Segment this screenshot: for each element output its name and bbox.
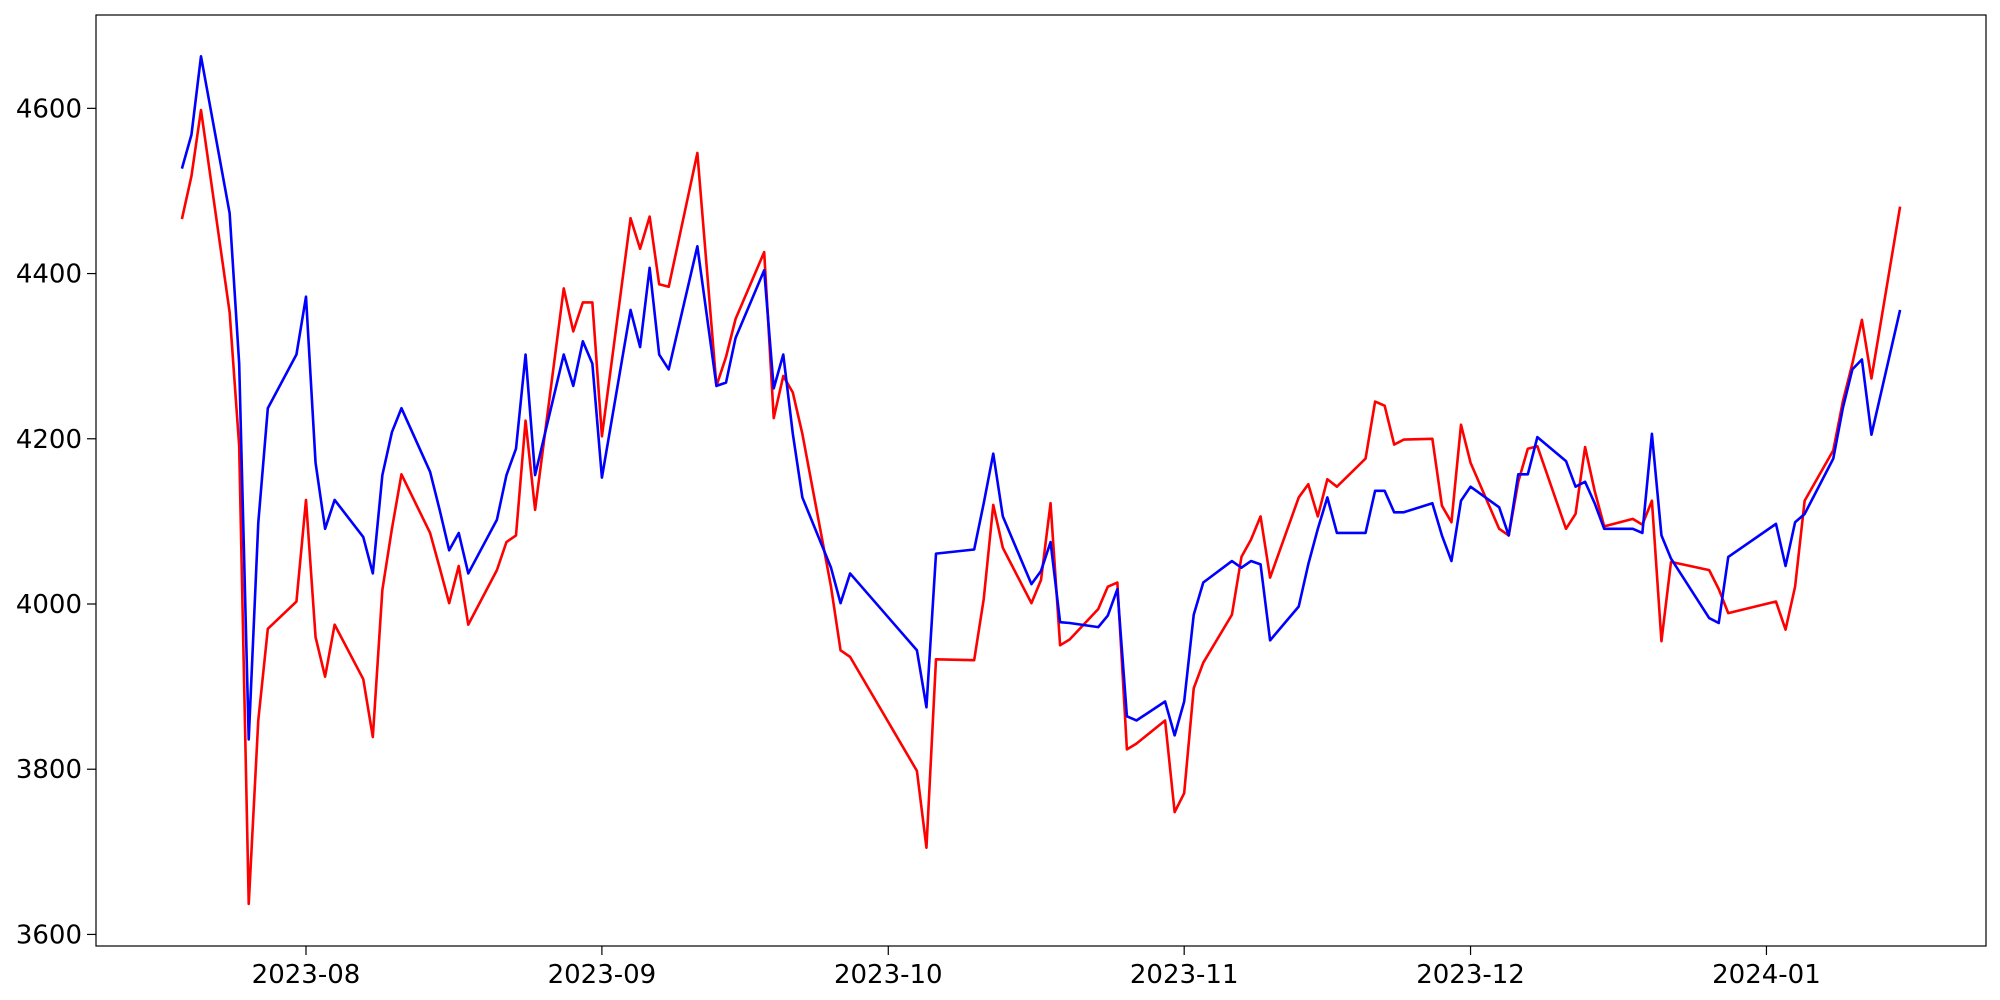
series-line — [180, 55, 1902, 741]
y-tick-label: 4000 — [16, 590, 82, 620]
y-tick-label: 3800 — [16, 755, 82, 785]
y-tick-label: 3600 — [16, 920, 82, 950]
x-tick-label: 2023-12 — [1416, 960, 1525, 990]
y-tick-label: 4200 — [16, 425, 82, 455]
plot-frame — [95, 14, 1987, 947]
x-tick-label: 2023-11 — [1130, 960, 1239, 990]
x-tick-label: 2023-08 — [252, 960, 361, 990]
x-tick-label: 2023-09 — [548, 960, 657, 990]
x-tick-label: 2023-10 — [834, 960, 943, 990]
y-tick-label: 4400 — [16, 260, 82, 290]
x-tick-label: 2024-01 — [1712, 960, 1821, 990]
y-tick-label: 4600 — [16, 94, 82, 124]
